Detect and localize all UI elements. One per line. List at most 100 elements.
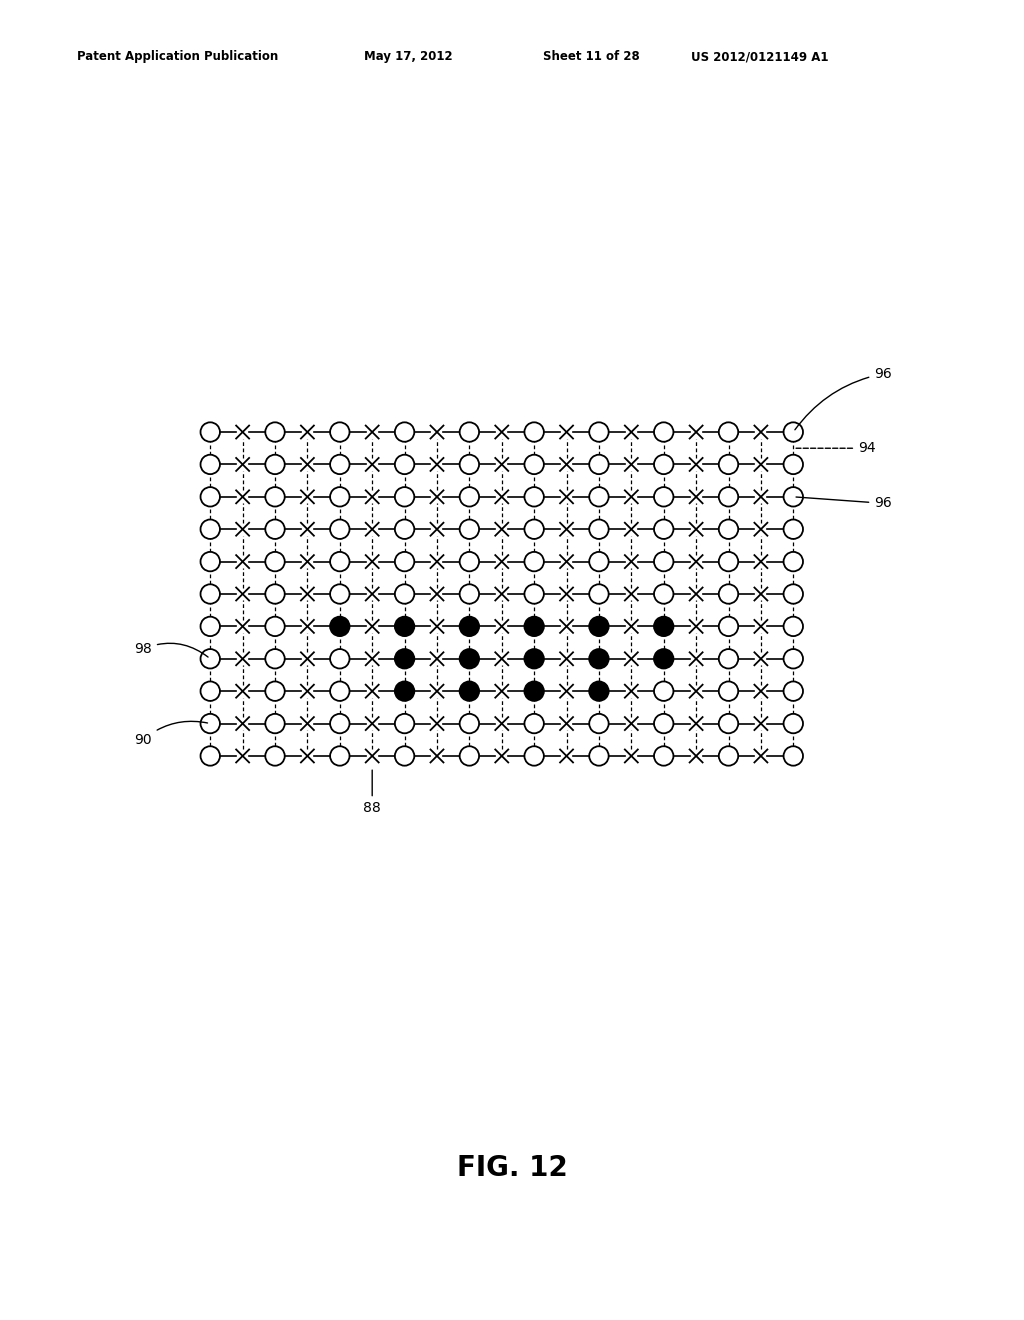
Circle shape <box>330 714 349 734</box>
Circle shape <box>654 487 674 507</box>
Circle shape <box>395 520 415 539</box>
Circle shape <box>395 746 415 766</box>
Circle shape <box>201 585 220 603</box>
Circle shape <box>395 681 415 701</box>
Circle shape <box>460 422 479 442</box>
Circle shape <box>524 454 544 474</box>
Circle shape <box>330 552 349 572</box>
Circle shape <box>589 454 608 474</box>
Circle shape <box>330 487 349 507</box>
Circle shape <box>589 616 608 636</box>
Circle shape <box>395 649 415 668</box>
Circle shape <box>783 520 803 539</box>
Circle shape <box>395 714 415 734</box>
Circle shape <box>201 746 220 766</box>
Circle shape <box>265 649 285 668</box>
Circle shape <box>201 714 220 734</box>
Circle shape <box>395 585 415 603</box>
Circle shape <box>201 552 220 572</box>
Circle shape <box>654 681 674 701</box>
Circle shape <box>395 552 415 572</box>
Text: Patent Application Publication: Patent Application Publication <box>77 50 279 63</box>
Circle shape <box>654 422 674 442</box>
Circle shape <box>330 454 349 474</box>
Circle shape <box>330 681 349 701</box>
Circle shape <box>654 454 674 474</box>
Circle shape <box>395 422 415 442</box>
Circle shape <box>783 616 803 636</box>
Circle shape <box>265 520 285 539</box>
Circle shape <box>460 649 479 668</box>
Text: 98: 98 <box>134 642 208 657</box>
Circle shape <box>201 422 220 442</box>
Circle shape <box>719 520 738 539</box>
Circle shape <box>719 454 738 474</box>
Circle shape <box>719 552 738 572</box>
Circle shape <box>330 746 349 766</box>
Circle shape <box>654 585 674 603</box>
Circle shape <box>589 681 608 701</box>
Circle shape <box>783 585 803 603</box>
Circle shape <box>201 520 220 539</box>
Text: Sheet 11 of 28: Sheet 11 of 28 <box>543 50 639 63</box>
Circle shape <box>654 616 674 636</box>
Circle shape <box>783 649 803 668</box>
Circle shape <box>395 454 415 474</box>
Circle shape <box>589 649 608 668</box>
Circle shape <box>265 454 285 474</box>
Circle shape <box>524 681 544 701</box>
Circle shape <box>719 649 738 668</box>
Circle shape <box>265 422 285 442</box>
Circle shape <box>719 616 738 636</box>
Circle shape <box>654 649 674 668</box>
Circle shape <box>783 681 803 701</box>
Circle shape <box>589 487 608 507</box>
Circle shape <box>330 585 349 603</box>
Circle shape <box>783 487 803 507</box>
Circle shape <box>589 746 608 766</box>
Circle shape <box>719 487 738 507</box>
Text: FIG. 12: FIG. 12 <box>457 1154 567 1183</box>
Circle shape <box>460 616 479 636</box>
Circle shape <box>201 681 220 701</box>
Circle shape <box>330 616 349 636</box>
Circle shape <box>460 487 479 507</box>
Circle shape <box>589 552 608 572</box>
Text: US 2012/0121149 A1: US 2012/0121149 A1 <box>691 50 828 63</box>
Circle shape <box>524 616 544 636</box>
Circle shape <box>265 552 285 572</box>
Circle shape <box>524 487 544 507</box>
Text: 88: 88 <box>364 770 381 816</box>
Circle shape <box>719 681 738 701</box>
Circle shape <box>524 520 544 539</box>
Circle shape <box>265 487 285 507</box>
Circle shape <box>460 454 479 474</box>
Circle shape <box>589 520 608 539</box>
Text: 90: 90 <box>134 721 208 747</box>
Circle shape <box>460 714 479 734</box>
Circle shape <box>524 585 544 603</box>
Text: 94: 94 <box>796 441 876 455</box>
Circle shape <box>719 746 738 766</box>
Circle shape <box>460 585 479 603</box>
Circle shape <box>589 714 608 734</box>
Circle shape <box>654 552 674 572</box>
Circle shape <box>460 520 479 539</box>
Circle shape <box>395 616 415 636</box>
Circle shape <box>719 422 738 442</box>
Circle shape <box>330 649 349 668</box>
Text: May 17, 2012: May 17, 2012 <box>364 50 453 63</box>
Circle shape <box>783 454 803 474</box>
Circle shape <box>460 681 479 701</box>
Circle shape <box>654 746 674 766</box>
Circle shape <box>265 681 285 701</box>
Circle shape <box>783 746 803 766</box>
Circle shape <box>783 422 803 442</box>
Circle shape <box>265 746 285 766</box>
Circle shape <box>201 487 220 507</box>
Circle shape <box>330 520 349 539</box>
Circle shape <box>719 585 738 603</box>
Circle shape <box>265 585 285 603</box>
Circle shape <box>265 616 285 636</box>
Circle shape <box>265 714 285 734</box>
